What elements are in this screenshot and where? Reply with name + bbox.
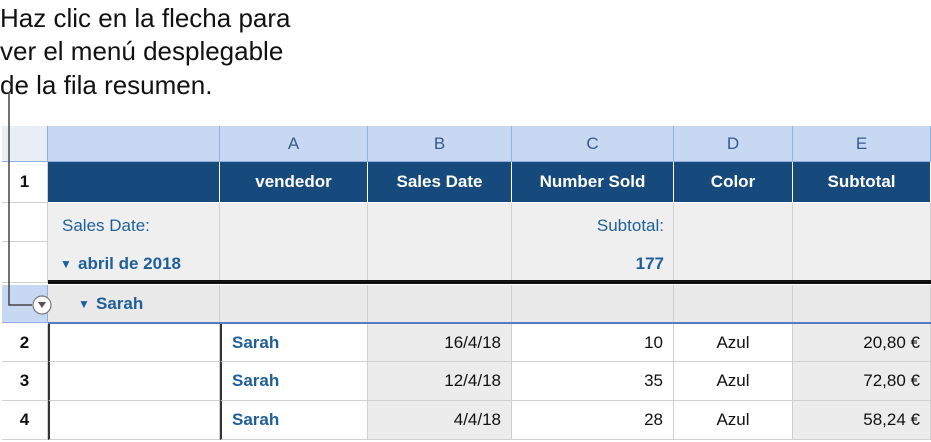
header-cell: Color [674, 162, 793, 203]
cell [48, 362, 220, 401]
divider [48, 280, 931, 284]
cell [48, 126, 220, 162]
data-cell: 35 [512, 362, 674, 401]
cell [48, 401, 220, 440]
data-cell: 10 [512, 324, 674, 362]
data-cell: Azul [674, 362, 793, 401]
header-cell: Number Sold [512, 162, 674, 203]
disclosure-triangle[interactable]: ▼ [78, 297, 90, 311]
callout-line: ver el menú desplegable [0, 36, 284, 66]
group-label: Sarah [96, 294, 144, 313]
header-cell: Sales Date [368, 162, 512, 203]
row-number: 1 [2, 162, 48, 203]
column-letter: B [368, 126, 512, 162]
cell [793, 203, 931, 283]
cell [2, 285, 48, 323]
row-number: 2 [2, 324, 48, 362]
data-cell: Sarah [220, 362, 368, 401]
header-cell: vendedor [220, 162, 368, 203]
cell [48, 324, 220, 362]
data-cell: Azul [674, 401, 793, 440]
row-number: 3 [2, 362, 48, 401]
column-letter: E [793, 126, 931, 162]
data-cell: 58,24 € [793, 401, 931, 440]
divider [48, 322, 931, 324]
corner [2, 126, 48, 162]
cell [674, 203, 793, 283]
column-letter: C [512, 126, 674, 162]
cell [674, 285, 793, 323]
cell [368, 203, 512, 283]
callout-line: Haz clic en la flecha para [0, 3, 291, 33]
group-cell[interactable] [48, 285, 220, 323]
data-cell: 20,80 € [793, 324, 931, 362]
column-letter: D [674, 126, 793, 162]
column-letter: A [220, 126, 368, 162]
data-cell: 28 [512, 401, 674, 440]
data-cell: Sarah [220, 401, 368, 440]
cell [512, 285, 674, 323]
callout-line: de la fila resumen. [0, 70, 213, 100]
cell [2, 203, 48, 242]
data-cell: 12/4/18 [368, 362, 512, 401]
data-cell: 16/4/18 [368, 324, 512, 362]
cell [220, 203, 368, 283]
summary-label: Sales Date: [62, 216, 150, 235]
data-cell: 4/4/18 [368, 401, 512, 440]
cell [220, 285, 368, 323]
disclosure-triangle[interactable]: ▼ [60, 257, 72, 271]
cell [48, 203, 220, 283]
cell [512, 203, 674, 283]
data-cell: 72,80 € [793, 362, 931, 401]
summary-group: abril de 2018 [78, 254, 182, 273]
cell [793, 285, 931, 323]
data-cell: Azul [674, 324, 793, 362]
header-cell: Subtotal [793, 162, 931, 203]
data-cell: Sarah [220, 324, 368, 362]
summary-value: 177 [635, 254, 664, 273]
cell [48, 162, 220, 203]
summary-label: Subtotal: [596, 216, 664, 235]
cell [368, 285, 512, 323]
cell [2, 242, 48, 283]
row-number: 4 [2, 401, 48, 440]
